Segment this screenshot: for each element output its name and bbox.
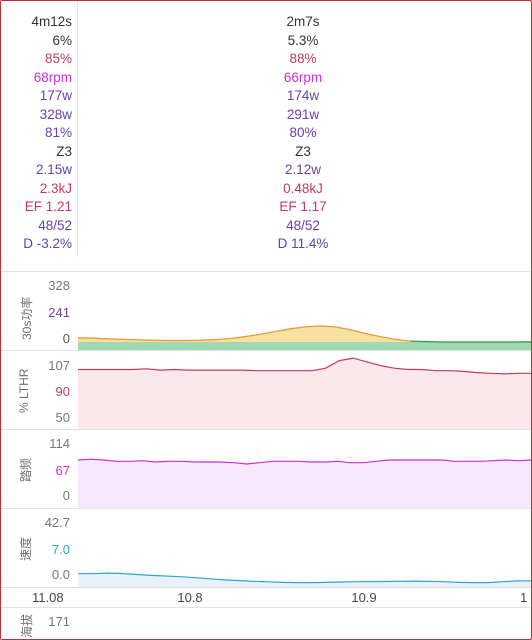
stat-row: 328w 291w [0,107,532,125]
power-tick-min: 0 [62,331,70,346]
cadence-tick-min: 0 [62,488,70,503]
cadence-plot [78,458,532,508]
power-line-low [410,340,532,343]
stat-value-lap2: 2m7s [286,14,320,29]
stat-value-lap1: 177w [39,88,72,103]
lthr-tick-mid: 90 [55,384,70,399]
stat-value-lap1: 85% [44,51,72,66]
lthr-line [78,357,532,375]
stat-value-lap1: 4m12s [31,14,72,29]
stat-value-lap1: Z3 [56,143,72,159]
stat-value-lap1: 2.15w [35,162,72,177]
stat-value-lap1: 48/52 [38,217,72,233]
stat-value-lap1: 328w [39,106,72,122]
elevation-chart[interactable]: 海拔 171 [0,608,532,640]
stat-value-lap2: 88% [289,51,317,66]
x-tick: 10.9 [351,590,377,605]
lthr-plot [78,357,532,429]
speed-area [78,573,532,587]
stat-value-lap2: 5.3% [287,32,319,48]
divider [0,607,532,608]
divider [0,350,532,351]
divider [0,508,532,509]
divider [0,429,532,430]
cadence-tick-mid: 67 [55,463,70,478]
power-plot [78,325,532,350]
speed-plot [78,572,532,587]
lthr-tick-min: 50 [55,410,70,425]
lthr-area [78,358,532,429]
stat-row: Z3 Z3 [0,144,532,162]
speed-tick-max: 42.7 [44,515,70,530]
cadence-line [78,458,532,465]
speed-tick-mid: 7.0 [51,542,70,557]
x-tick-end: 1 [520,590,528,605]
stat-row: 6% 5.3% [0,33,532,51]
stat-value-lap1: 81% [44,125,72,140]
power-area [78,325,532,342]
stat-row: 85% 88% [0,51,532,69]
stat-row: D -3.2% D 11.4% [0,236,532,254]
stat-value-lap2: 48/52 [286,217,320,233]
column-divider [77,0,78,256]
stat-row: 48/52 48/52 [0,218,532,236]
x-tick-start: 11.08 [32,590,64,605]
stat-row: 177w 174w [0,88,532,106]
stat-value-lap1: 6% [52,32,72,48]
lap-stats-table: 4m12s 2m7s 6% 5.3% 85% 88% 68rpm 66rpm 177w 174w 3… [0,0,532,266]
stat-row: 81% 80% [0,125,532,143]
stat-value-lap2: Z3 [295,143,311,159]
stat-value-lap1: D -3.2% [23,236,72,251]
stat-value-lap1: EF 1.21 [24,199,72,214]
stat-value-lap2: 80% [289,125,317,140]
speed-tick-min: 0.0 [51,567,70,582]
speed-chart[interactable]: 速度 42.7 7.0 0.0 [0,509,532,587]
stat-value-lap1: 68rpm [33,69,72,85]
lthr-tick-max: 107 [48,358,70,373]
power-tick-mid: 241 [48,305,70,320]
stat-row: 4m12s 2m7s [0,14,532,32]
x-tick: 10.8 [177,590,203,605]
cadence-tick-max: 114 [49,436,70,451]
power-chart[interactable]: 30s功率 328 241 0 [0,272,532,350]
stat-row: 2.3kJ 0.48kJ [0,181,532,199]
power-tick-max: 328 [48,278,70,293]
stat-row: 2.15w 2.12w [0,162,532,180]
zone-band [78,342,532,350]
stat-value-lap2: 0.48kJ [283,180,323,196]
stat-value-lap2: D 11.4% [277,236,329,251]
stat-value-lap2: 291w [286,106,320,122]
speed-line [78,572,532,584]
cadence-area [78,459,532,508]
stat-value-lap2: EF 1.17 [279,199,327,214]
stat-value-lap2: 174w [286,88,320,103]
power-line [78,325,411,342]
x-axis: 11.08 10.8 10.9 1 [0,587,532,607]
divider [0,271,532,272]
stat-row: 68rpm 66rpm [0,70,532,88]
x-axis-line [0,587,532,588]
stat-value-lap1: 2.3kJ [39,180,72,196]
stat-value-lap2: 66rpm [283,69,323,85]
stat-value-lap2: 2.12w [284,162,322,177]
elevation-tick-max: 171 [48,614,70,629]
lthr-chart[interactable]: % LTHR 107 90 50 [0,351,532,429]
stat-row: EF 1.21 EF 1.17 [0,199,532,217]
cadence-chart[interactable]: 踏频 114 67 0 [0,430,532,508]
